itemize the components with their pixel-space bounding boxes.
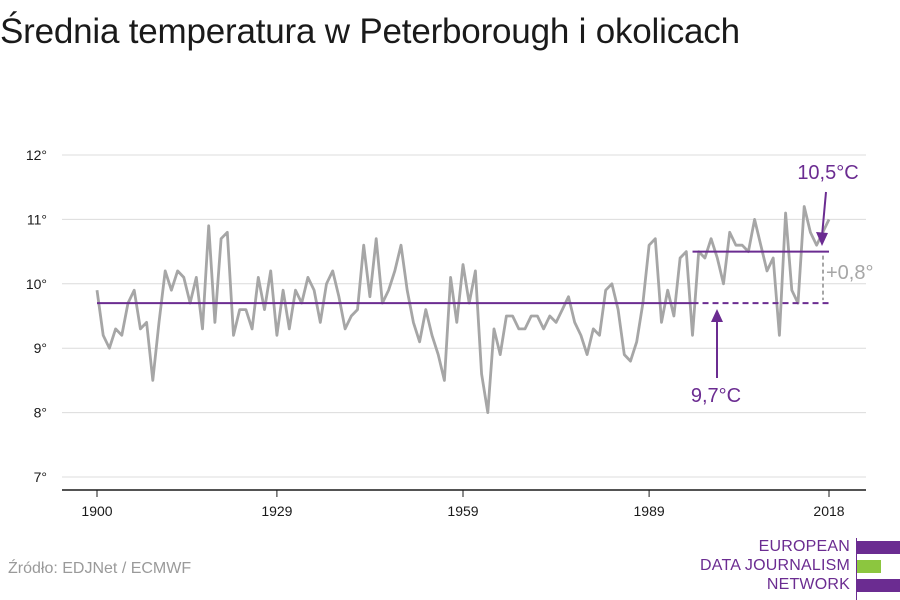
edjnet-logo: EUROPEAN DATA JOURNALISM NETWORK (690, 538, 900, 600)
temperature-series (95, 205, 831, 415)
logo-line-1: EUROPEAN (758, 538, 850, 555)
x-tick-label: 1929 (261, 503, 292, 519)
recent-arrow-shaft (821, 191, 827, 237)
x-tick-label: 1989 (634, 503, 665, 519)
x-tick-label: 1959 (447, 503, 478, 519)
y-tick-label: 11° (27, 211, 47, 227)
temperature-line (95, 205, 831, 415)
recent-arrow-head (816, 232, 828, 246)
logo-line-3: NETWORK (766, 576, 850, 593)
x-tick-label: 1900 (81, 503, 112, 519)
y-tick-label: 12° (26, 147, 47, 163)
annotations: 10,5°C 9,7°C +0,8° (691, 162, 874, 407)
x-tick-label: 2018 (813, 503, 844, 519)
y-tick-label: 9° (34, 340, 47, 356)
difference-label: +0,8° (826, 262, 873, 284)
reference-lines (97, 250, 829, 305)
logo-bar-purple-2 (857, 579, 900, 592)
y-tick-labels: 7° 8° 9° 10° 11° 12° (26, 147, 47, 485)
logo-bar-purple-1 (857, 541, 900, 554)
reference-arrow-head (711, 309, 723, 322)
source-note: Źródło: EDJNet / ECMWF (8, 560, 192, 577)
y-tick-label: 8° (34, 405, 47, 421)
recent-value-label: 10,5°C (797, 162, 858, 184)
y-tick-label: 10° (26, 276, 47, 292)
logo-line-2: DATA JOURNALISM (700, 557, 850, 574)
gridlines (62, 154, 866, 478)
logo-bar-green (857, 560, 881, 573)
chart-title: Średnia temperatura w Peterborough i oko… (0, 12, 740, 51)
logo-divider (856, 538, 857, 600)
y-tick-label: 7° (34, 469, 47, 485)
reference-value-label: 9,7°C (691, 385, 741, 407)
x-axis: 1900 1929 1959 1989 2018 (62, 489, 866, 519)
